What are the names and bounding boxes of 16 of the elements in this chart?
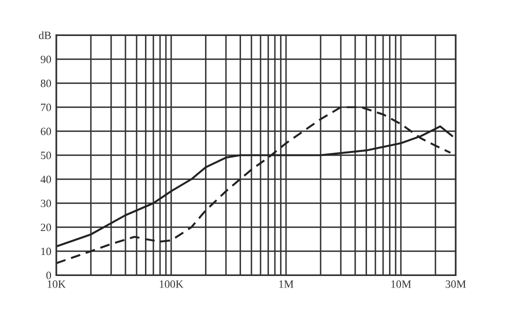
y-tick-label: 50 (40, 152, 52, 160)
y-tick-label: 0 (46, 272, 52, 280)
x-tick-label: 1M (279, 280, 294, 288)
y-tick-label: 10 (41, 248, 52, 256)
x-tick-label: 30M (446, 280, 466, 288)
y-tick-label: 20 (40, 224, 52, 232)
y-tick-label: 30 (40, 200, 52, 208)
y-tick-label: 70 (41, 104, 52, 112)
x-tick-label: 10K (48, 280, 66, 288)
y-tick-label: 90 (40, 56, 52, 64)
y-tick-label: 80 (40, 80, 52, 88)
y-tick-label: dB (38, 31, 51, 40)
x-tick-label: 100K (160, 280, 184, 288)
x-tick-label: 10M (391, 280, 412, 288)
y-tick-label: 40 (40, 176, 52, 184)
y-tick-label: 60 (40, 128, 52, 136)
